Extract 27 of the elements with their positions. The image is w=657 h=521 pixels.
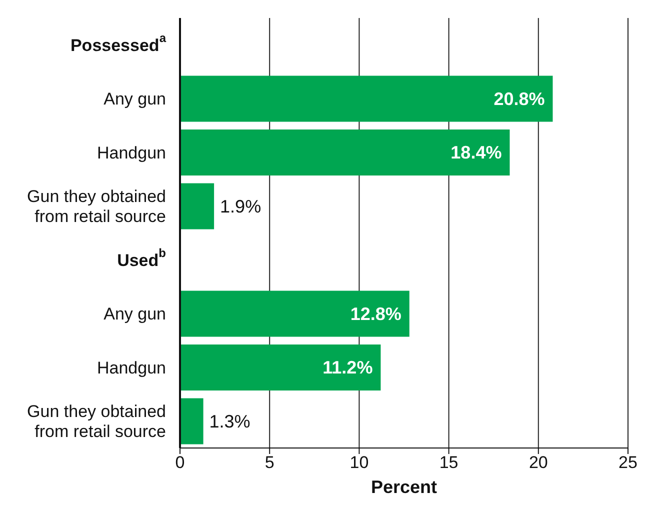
bar [180, 76, 553, 122]
y-tick-label: Gun they obtained from retail source [27, 402, 166, 441]
x-tick-label: 10 [350, 453, 369, 472]
bar [180, 398, 204, 444]
y-tick-label: Any gun [104, 304, 166, 324]
y-tick-label: Used$^{b}$ [117, 246, 166, 270]
x-tick-label: 20 [528, 453, 548, 472]
y-tick-label: Possessed$^{a}$ [70, 30, 166, 54]
bar [180, 183, 214, 230]
data-label: 11.2% [322, 358, 373, 378]
bar [180, 290, 410, 337]
data-label: 12.8% [350, 304, 402, 324]
x-tick-label: 15 [439, 453, 458, 472]
x-axis-title: Percent [370, 477, 438, 497]
data-label: 1.9% [220, 196, 262, 216]
x-tick-label: 5 [264, 453, 274, 472]
x-tick-label: 0 [175, 453, 185, 472]
bar [180, 344, 381, 390]
y-tick-label: Handgun [96, 358, 166, 377]
y-tick-label: Gun they obtained from retail source [27, 186, 166, 226]
bar [180, 130, 510, 176]
data-label: 20.8% [494, 88, 545, 109]
y-tick-label: Handgun [96, 142, 166, 162]
y-tick-label: Any gun [104, 89, 166, 108]
data-label: 18.4% [450, 142, 502, 162]
data-label: 1.3% [209, 411, 250, 432]
x-tick-label: 25 [618, 453, 638, 472]
